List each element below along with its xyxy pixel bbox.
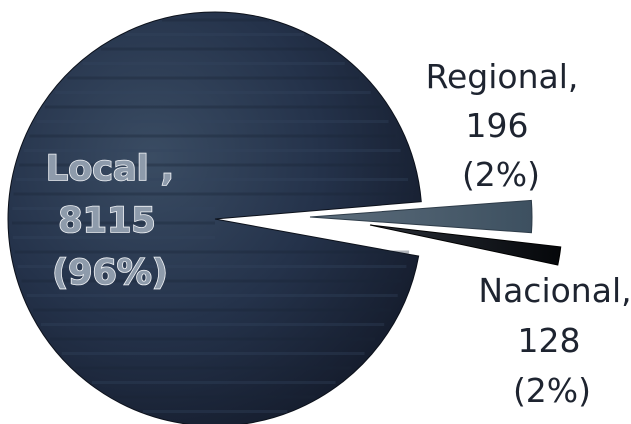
slice-nacional bbox=[369, 224, 562, 266]
regional-label-percent: (2%) bbox=[462, 155, 540, 194]
local-label-name: Local , bbox=[46, 149, 174, 189]
nacional-label-percent: (2%) bbox=[513, 371, 591, 410]
slice-label-nacional: Nacional, 128 (2%) bbox=[478, 271, 631, 410]
slice-label-regional: Regional, 196 (2%) bbox=[426, 57, 579, 194]
regional-label-value: 196 bbox=[466, 106, 529, 145]
local-label-value: 8115 bbox=[58, 201, 155, 241]
slice-label-local: Local , 8115 (96%) bbox=[45, 148, 175, 294]
nacional-label-name: Nacional, bbox=[478, 271, 631, 310]
nacional-label-value: 128 bbox=[518, 321, 581, 360]
pie-slices bbox=[7, 11, 562, 424]
local-label-percent: (96%) bbox=[52, 253, 168, 293]
slice-local bbox=[7, 11, 422, 424]
regional-label-name: Regional, bbox=[426, 57, 579, 96]
slice-regional bbox=[309, 199, 533, 234]
